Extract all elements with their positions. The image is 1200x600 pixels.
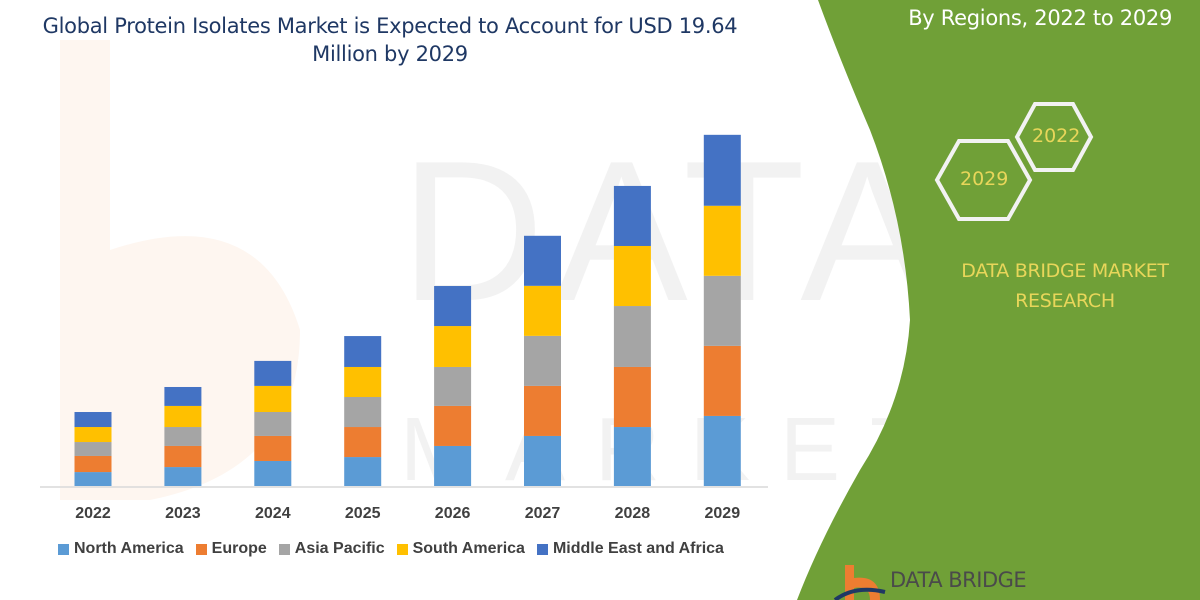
legend-item: Asia Pacific — [278, 540, 385, 558]
bar-segment-2023-middle-east-and-africa — [164, 386, 202, 406]
legend-label: Europe — [211, 540, 267, 557]
logo-text: DATA BRIDGE — [890, 568, 1027, 592]
hexagon-2022-icon — [1014, 102, 1094, 172]
bar-segment-2025-middle-east-and-africa — [344, 336, 382, 367]
x-tick-label: 2025 — [345, 505, 381, 522]
bar-segment-2029-asia-pacific — [703, 275, 741, 346]
bar-segment-2024-asia-pacific — [254, 412, 292, 436]
bar-segment-2026-europe — [434, 405, 472, 446]
bar-segment-2025-south-america — [344, 366, 382, 397]
bar-segment-2024-south-america — [254, 385, 292, 413]
bar-segment-2027-north-america — [524, 435, 561, 486]
legend-label: Asia Pacific — [294, 540, 385, 557]
bar-segment-2024-middle-east-and-africa — [254, 360, 292, 386]
bar-segment-2028-middle-east-and-africa — [613, 185, 651, 246]
bar-segment-2023-europe — [164, 445, 202, 468]
legend-item: Europe — [195, 540, 267, 558]
bar-segment-2028-north-america — [613, 427, 651, 486]
hex-label-2022: 2022 — [1032, 125, 1081, 147]
bar-segment-2027-europe — [524, 385, 561, 436]
x-tick-label: 2029 — [705, 505, 741, 522]
bar-segment-2022-europe — [74, 455, 112, 473]
bar-segment-2027-middle-east-and-africa — [524, 235, 561, 286]
bars-group — [74, 134, 741, 486]
bar-segment-2025-north-america — [344, 457, 382, 486]
bar-segment-2024-europe — [254, 435, 292, 461]
bar-segment-2025-europe — [344, 427, 382, 458]
chart-subtitle: By Regions, 2022 to 2029 — [908, 6, 1172, 30]
brand-line-1: DATA BRIDGE MARKET — [961, 260, 1169, 282]
bar-segment-2028-south-america — [613, 245, 651, 307]
bar-segment-2022-south-america — [74, 427, 112, 443]
hex-label-2029: 2029 — [960, 168, 1009, 190]
green-panel — [797, 0, 1200, 600]
legend: North America Europe Asia Pacific South Ame… — [58, 540, 724, 558]
bar-segment-2029-europe — [703, 345, 741, 416]
bar-segment-2026-south-america — [434, 326, 472, 367]
legend-item: Middle East and Africa — [536, 540, 724, 558]
brand-line-2: RESEARCH — [1015, 290, 1115, 312]
x-tick-label: 2023 — [165, 505, 201, 522]
bar-segment-2028-europe — [613, 366, 651, 428]
legend-item: South America — [396, 540, 525, 558]
bar-segment-2027-asia-pacific — [524, 335, 561, 386]
legend-swatch — [396, 543, 408, 555]
bar-segment-2026-middle-east-and-africa — [434, 286, 472, 327]
bar-segment-2029-south-america — [703, 205, 741, 276]
x-tick-label: 2027 — [525, 505, 561, 522]
legend-item: North America — [58, 540, 184, 558]
legend-swatch — [58, 543, 69, 555]
bar-segment-2026-north-america — [434, 445, 472, 486]
bar-segment-2022-middle-east-and-africa — [74, 412, 112, 428]
bar-segment-2022-north-america — [74, 472, 112, 486]
bar-segment-2023-asia-pacific — [164, 427, 202, 446]
chart-title: Global Protein Isolates Market is Expect… — [42, 14, 738, 66]
logo-mark-icon — [833, 565, 886, 600]
bar-segment-2028-asia-pacific — [613, 306, 651, 367]
legend-swatch — [278, 543, 290, 555]
bar-segment-2026-asia-pacific — [434, 366, 472, 406]
bar-segment-2024-north-america — [254, 460, 292, 486]
x-tick-label: 2024 — [255, 505, 291, 522]
legend-label: North America — [74, 540, 184, 557]
bar-segment-2023-south-america — [164, 405, 202, 428]
bar-segment-2027-south-america — [524, 285, 561, 336]
bar-segment-2023-north-america — [164, 467, 202, 486]
hexagon-2029-icon — [934, 139, 1033, 221]
x-tick-label: 2026 — [435, 505, 471, 522]
legend-label: South America — [412, 540, 525, 557]
x-tick-labels: 2022 2023 2024 2025 2026 2027 2028 2029 — [75, 505, 740, 522]
x-tick-label: 2028 — [615, 505, 651, 522]
brand-text: DATA BRIDGE MARKET RESEARCH — [925, 256, 1200, 316]
legend-swatch — [536, 543, 548, 555]
bar-segment-2029-middle-east-and-africa — [703, 134, 741, 206]
bar-segment-2022-asia-pacific — [74, 442, 112, 456]
bar-segment-2025-asia-pacific — [344, 396, 382, 428]
hexagon-icons — [934, 102, 1094, 221]
x-tick-label: 2022 — [75, 505, 111, 522]
bar-segment-2029-north-america — [703, 415, 741, 486]
legend-swatch — [195, 543, 207, 555]
legend-label: Middle East and Africa — [552, 540, 724, 557]
